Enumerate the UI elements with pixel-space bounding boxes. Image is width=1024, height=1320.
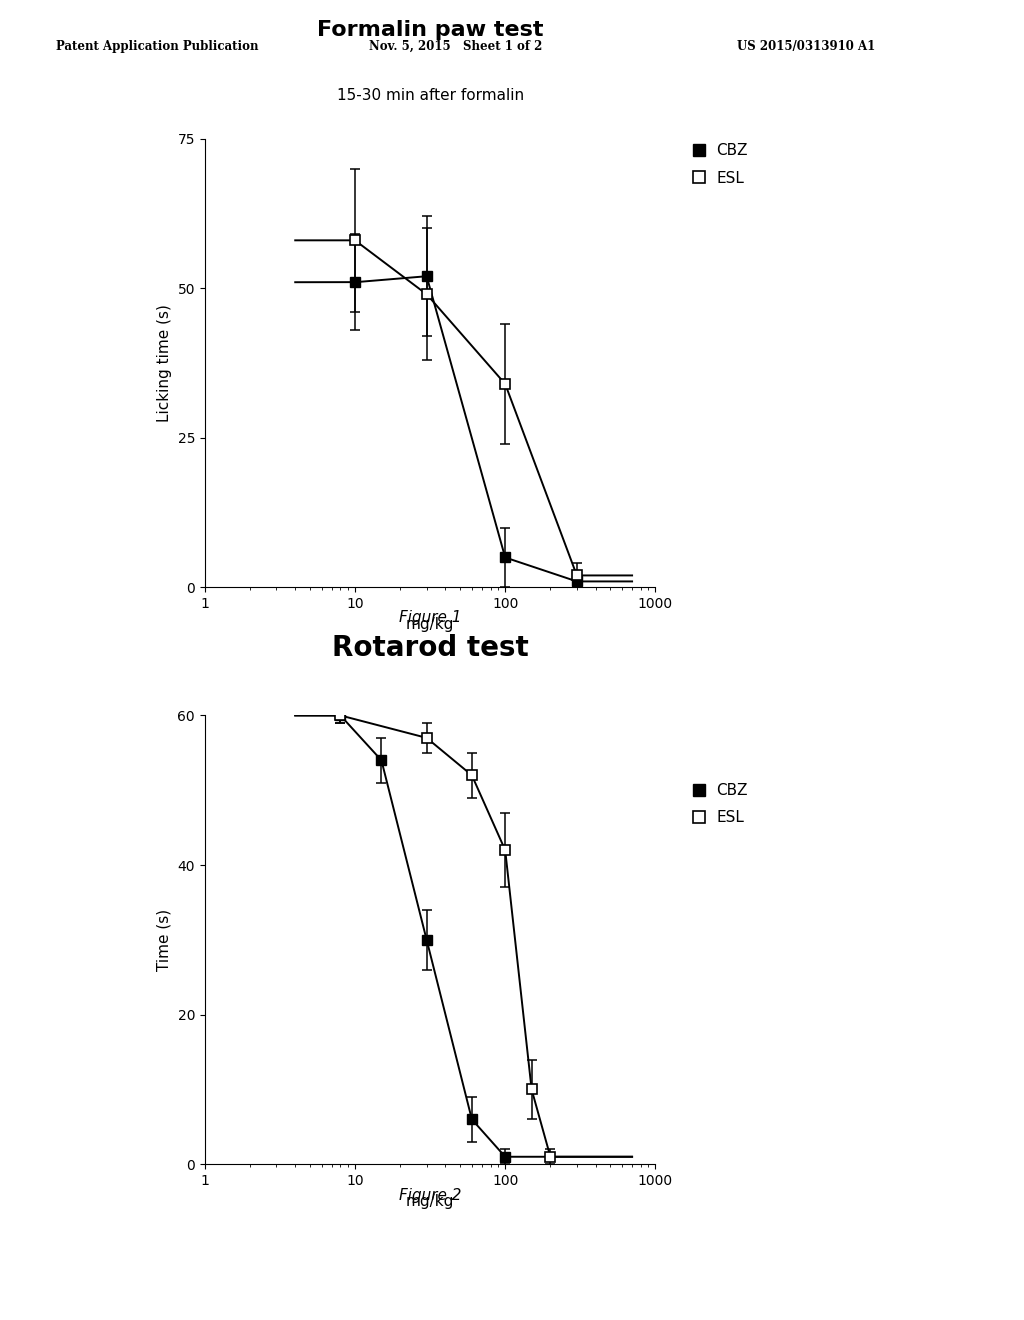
Text: Nov. 5, 2015   Sheet 1 of 2: Nov. 5, 2015 Sheet 1 of 2 <box>369 40 542 53</box>
Text: Figure 2: Figure 2 <box>398 1188 462 1203</box>
Text: Patent Application Publication: Patent Application Publication <box>56 40 259 53</box>
Legend: CBZ, ESL: CBZ, ESL <box>685 777 754 832</box>
Y-axis label: Licking time (s): Licking time (s) <box>157 304 172 422</box>
X-axis label: mg/kg: mg/kg <box>406 616 455 632</box>
Legend: CBZ, ESL: CBZ, ESL <box>685 137 754 191</box>
Text: Figure 1: Figure 1 <box>398 610 462 624</box>
Text: US 2015/0313910 A1: US 2015/0313910 A1 <box>737 40 876 53</box>
X-axis label: mg/kg: mg/kg <box>406 1193 455 1209</box>
Text: 15-30 min after formalin: 15-30 min after formalin <box>337 87 523 103</box>
Y-axis label: Time (s): Time (s) <box>157 908 172 972</box>
Text: Formalin paw test: Formalin paw test <box>316 20 544 40</box>
Text: Rotarod test: Rotarod test <box>332 634 528 661</box>
